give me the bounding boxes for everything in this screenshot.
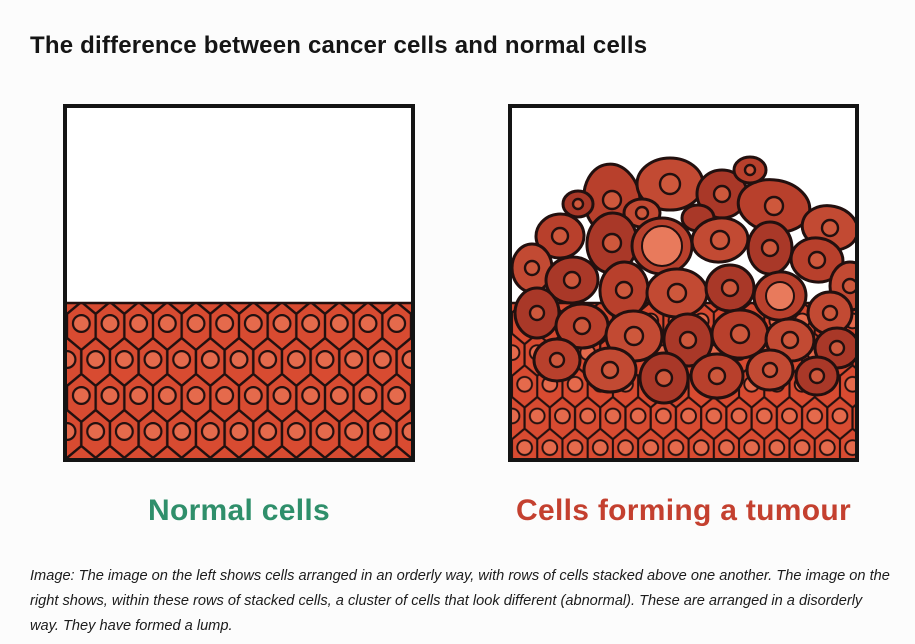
page-title: The difference between cancer cells and …	[30, 32, 648, 60]
tumour-cells-illustration	[512, 155, 855, 458]
normal-cells-illustration	[67, 301, 411, 458]
figure-tumour-cells	[508, 104, 859, 462]
figure-caption: Image: The image on the left shows cells…	[30, 567, 890, 634]
label-normal-cells: Normal cells	[147, 494, 331, 527]
tumour-lump	[512, 155, 855, 405]
label-tumour-cells: Cells forming a tumour	[516, 494, 851, 527]
normal-tissue-pattern	[67, 302, 411, 458]
figure-normal-cells	[63, 104, 415, 462]
